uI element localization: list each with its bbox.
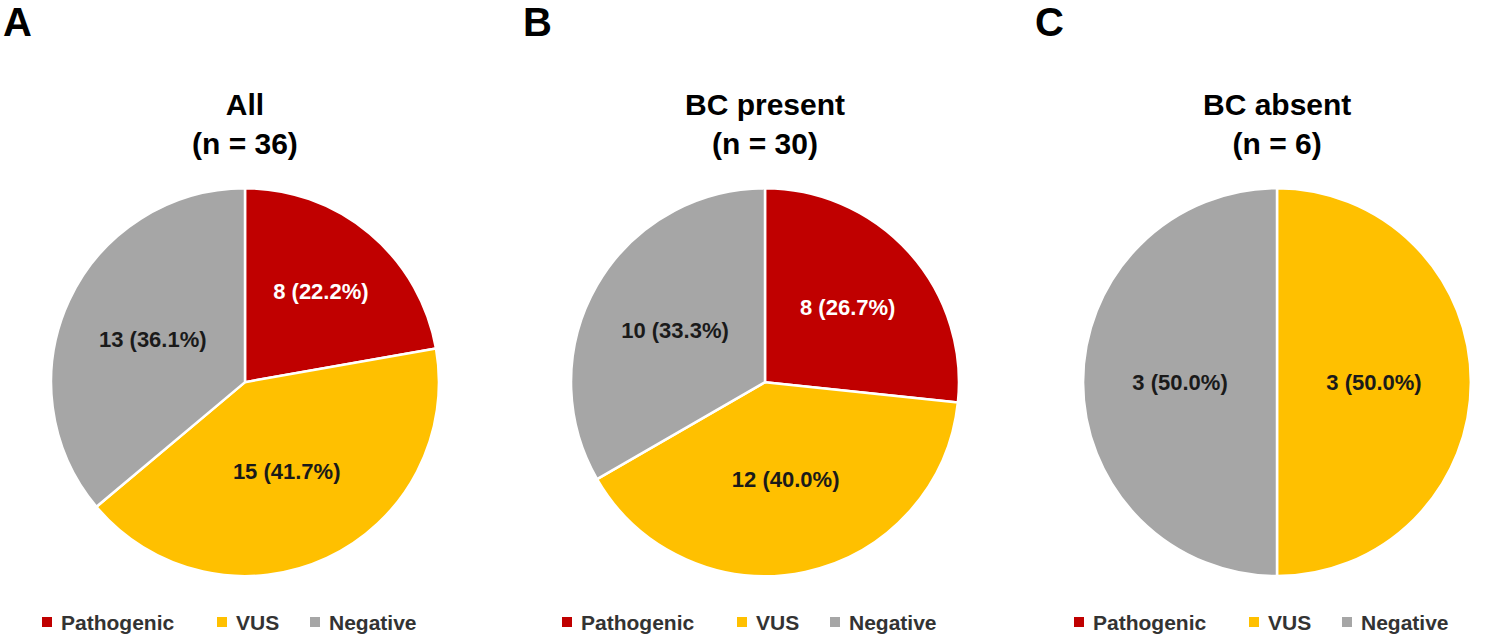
svg-text:15 (41.7%): 15 (41.7%) <box>233 459 341 484</box>
svg-text:VUS: VUS <box>236 611 279 634</box>
svg-text:12 (40.0%): 12 (40.0%) <box>732 467 840 492</box>
svg-text:A: A <box>3 0 32 44</box>
svg-text:Negative: Negative <box>329 611 417 634</box>
svg-text:VUS: VUS <box>1268 611 1311 634</box>
svg-text:Negative: Negative <box>1361 611 1449 634</box>
svg-text:C: C <box>1035 0 1064 44</box>
svg-text:3 (50.0%): 3 (50.0%) <box>1326 370 1421 395</box>
svg-text:All(n = 36): All(n = 36) <box>192 88 298 160</box>
svg-text:BC absent(n = 6): BC absent(n = 6) <box>1203 88 1351 160</box>
svg-text:Negative: Negative <box>849 611 937 634</box>
svg-text:8 (26.7%): 8 (26.7%) <box>800 295 895 320</box>
svg-text:Pathogenic: Pathogenic <box>581 611 695 634</box>
svg-text:10 (33.3%): 10 (33.3%) <box>621 318 729 343</box>
svg-text:VUS: VUS <box>756 611 799 634</box>
svg-text:13 (36.1%): 13 (36.1%) <box>99 327 207 352</box>
svg-text:B: B <box>523 0 552 44</box>
svg-text:Pathogenic: Pathogenic <box>61 611 175 634</box>
svg-text:8 (22.2%): 8 (22.2%) <box>273 279 368 304</box>
svg-text:Pathogenic: Pathogenic <box>1093 611 1207 634</box>
svg-text:BC present(n = 30): BC present(n = 30) <box>685 88 845 160</box>
svg-text:3 (50.0%): 3 (50.0%) <box>1132 370 1227 395</box>
